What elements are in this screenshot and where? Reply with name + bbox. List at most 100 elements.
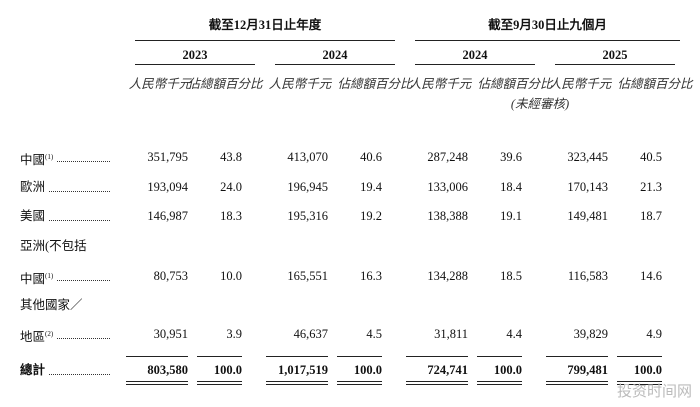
total-double-rule [546, 384, 608, 385]
total-rule [406, 356, 468, 357]
total-double-rule [617, 381, 662, 382]
cell-value: 133,006 [427, 180, 468, 194]
dot-leader [49, 191, 110, 192]
label-text: 歐洲 [20, 180, 46, 194]
cell-value: 799,481 [567, 363, 608, 377]
cell-value: 134,288 [427, 269, 468, 283]
cell-value: 323,445 [567, 150, 608, 164]
cell-value: 413,070 [287, 150, 328, 164]
total-double-rule [266, 381, 328, 382]
label-text: 其他國家／ [20, 298, 83, 312]
cell-value: 170,143 [567, 180, 608, 194]
year-rule [555, 64, 675, 65]
total-rule [337, 356, 382, 357]
total-rule [477, 356, 522, 357]
label-text: 地區 [20, 330, 46, 345]
cell-value: 196,945 [287, 180, 328, 194]
cell-value: 287,248 [427, 150, 468, 164]
cell-value: 138,388 [427, 209, 468, 223]
dot-leader [57, 161, 110, 162]
year: 2024 [462, 48, 488, 62]
cell-value: 19.4 [360, 180, 382, 194]
cell-value: 40.5 [640, 150, 662, 164]
cell-value: 16.3 [360, 269, 382, 283]
total-double-rule [546, 381, 608, 382]
total-double-rule [337, 384, 382, 385]
group-label: 截至12月31日止年度 [208, 18, 322, 32]
cell-value: 31,811 [434, 327, 468, 341]
total-double-rule [126, 381, 188, 382]
cell-value: 30,951 [153, 327, 188, 341]
cell-value: 40.6 [360, 150, 382, 164]
cell-value: 1,017,519 [278, 363, 328, 377]
year: 2023 [182, 48, 208, 62]
cell-value: 80,753 [153, 269, 188, 283]
year-rule [415, 64, 535, 65]
column-label: 佔總額百分比 [477, 77, 553, 91]
cell-value: 46,637 [293, 327, 328, 341]
cell-value: 4.5 [366, 327, 382, 341]
footnote-ref: (1) [45, 272, 54, 280]
year: 2024 [322, 48, 348, 62]
year: 2025 [602, 48, 628, 62]
label-text: 中國 [20, 272, 46, 287]
cell-value: 149,481 [567, 209, 608, 223]
total-rule [126, 356, 188, 357]
cell-value: 193,094 [147, 180, 188, 194]
column-label: 佔總額百分比 [337, 77, 413, 91]
column-note: (未經審核) [510, 97, 570, 111]
cell-value: 100.0 [493, 363, 522, 377]
cell-value: 3.9 [226, 327, 242, 341]
cell-value: 195,316 [287, 209, 328, 223]
year-rule [135, 64, 255, 65]
row-label: 亞洲(不包括 [20, 239, 87, 253]
cell-value: 4.9 [646, 327, 662, 341]
year-rule [275, 64, 395, 65]
label-text: 美國 [20, 209, 46, 223]
group-rule [415, 40, 680, 41]
footnote-ref: (2) [45, 330, 54, 338]
cell-value: 14.6 [640, 269, 662, 283]
row-label: 地區(2) [20, 327, 53, 344]
column-label: 人民幣千元 [408, 77, 472, 91]
dot-leader [49, 374, 110, 375]
total-rule [266, 356, 328, 357]
cell-value: 10.0 [220, 269, 242, 283]
total-double-rule [197, 381, 242, 382]
cell-value: 724,741 [427, 363, 468, 377]
cell-value: 165,551 [287, 269, 328, 283]
label-text: 中國 [20, 153, 46, 168]
label-text: 亞洲(不包括 [20, 239, 87, 253]
watermark: 投资时间网 [616, 382, 692, 400]
row-label: 歐洲 [20, 180, 45, 194]
cell-value: 100.0 [353, 363, 382, 377]
cell-value: 43.8 [220, 150, 242, 164]
cell-value: 18.4 [500, 180, 522, 194]
total-double-rule [617, 384, 662, 385]
cell-value: 21.3 [640, 180, 662, 194]
cell-value: 39.6 [500, 150, 522, 164]
cell-value: 116,583 [567, 269, 608, 283]
total-rule [546, 356, 608, 357]
total-double-rule [406, 381, 468, 382]
row-label: 總計 [20, 363, 45, 377]
total-double-rule [126, 384, 188, 385]
total-double-rule [477, 381, 522, 382]
row-label: 美國 [20, 209, 45, 223]
column-label: 人民幣千元 [548, 77, 612, 91]
total-rule [197, 356, 242, 357]
dot-leader [49, 220, 110, 221]
total-double-rule [197, 384, 242, 385]
total-double-rule [406, 384, 468, 385]
column-label: 人民幣千元 [268, 77, 332, 91]
total-rule [617, 356, 662, 357]
cell-value: 803,580 [147, 363, 188, 377]
cell-value: 18.7 [640, 209, 662, 223]
row-label: 其他國家／ [20, 298, 83, 312]
cell-value: 351,795 [147, 150, 188, 164]
total-double-rule [266, 384, 328, 385]
column-label: 佔總額百分比 [617, 77, 693, 91]
cell-value: 100.0 [633, 363, 662, 377]
total-double-rule [337, 381, 382, 382]
dot-leader [57, 338, 110, 339]
